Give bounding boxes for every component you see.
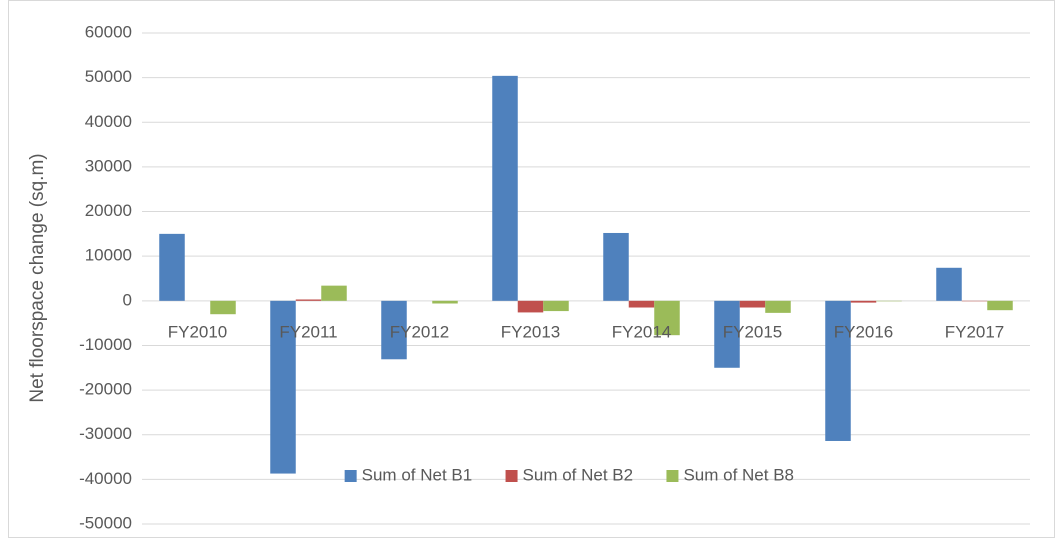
y-tick-label: 0	[123, 290, 132, 309]
y-tick-label: -20000	[79, 380, 132, 399]
y-tick-label: -50000	[79, 513, 132, 532]
legend-label: Sum of Net B8	[683, 465, 794, 484]
x-tick-label: FY2017	[945, 322, 1005, 341]
y-tick-label: -30000	[79, 424, 132, 443]
y-tick-label: 30000	[85, 156, 132, 175]
bar	[210, 300, 236, 315]
y-tick-label: 10000	[85, 246, 132, 265]
y-tick-label: 60000	[85, 22, 132, 41]
bar	[270, 300, 296, 474]
bar	[936, 267, 962, 301]
legend-label: Sum of Net B1	[362, 465, 473, 484]
bar	[739, 300, 766, 308]
legend-swatch	[344, 470, 357, 482]
bar	[825, 300, 851, 441]
x-tick-label: FY2013	[501, 322, 561, 341]
legend-swatch	[505, 470, 518, 482]
bar	[543, 300, 569, 312]
x-tick-label: FY2012	[390, 322, 450, 341]
x-tick-label: FY2016	[834, 322, 894, 341]
bar	[159, 233, 185, 301]
bar	[850, 300, 877, 303]
x-tick-label: FY2014	[612, 322, 672, 341]
bar	[628, 300, 655, 308]
y-tick-label: 50000	[85, 67, 132, 86]
bar	[714, 300, 740, 368]
bar	[321, 285, 347, 301]
legend-label: Sum of Net B2	[523, 465, 634, 484]
bar	[517, 300, 544, 313]
bar	[987, 300, 1013, 311]
y-tick-label: 20000	[85, 201, 132, 220]
y-axis-title: Net floorspace change (sq.m)	[27, 153, 48, 402]
bar	[432, 300, 458, 304]
legend-swatch	[666, 470, 679, 482]
y-tick-label: -40000	[79, 469, 132, 488]
x-tick-label: FY2011	[279, 322, 337, 341]
bar	[654, 300, 680, 336]
x-tick-label: FY2015	[723, 322, 783, 341]
bar	[295, 299, 322, 301]
bar	[603, 232, 629, 301]
y-tick-label: -10000	[79, 335, 132, 354]
bar	[765, 300, 791, 313]
y-tick-label: 40000	[85, 112, 132, 131]
bar	[492, 75, 518, 301]
x-tick-label: FY2010	[168, 322, 228, 341]
bar	[381, 300, 407, 360]
